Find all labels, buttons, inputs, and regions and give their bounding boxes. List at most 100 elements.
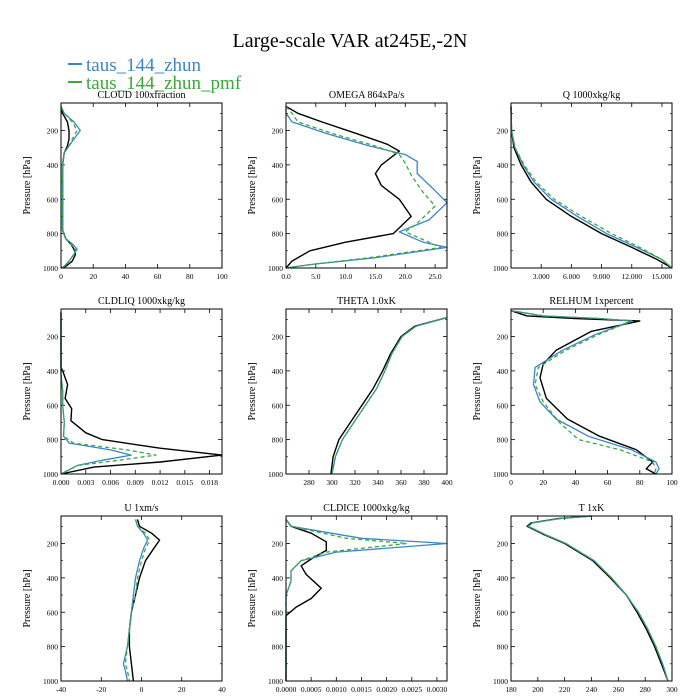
y-tick-label: 800 [497,643,509,652]
y-tick-label: 200 [497,540,509,549]
x-tick-label: 320 [349,478,361,487]
series-line [510,310,657,475]
series-line [510,310,657,475]
x-tick-label: 9.000 [593,272,610,281]
series-line [285,518,327,681]
plot-frame [510,308,673,475]
series-line [527,515,669,682]
series-line [124,519,151,682]
y-tick-label: 400 [47,574,59,583]
x-tick-label: 0.0010 [326,685,347,694]
x-tick-label: 0.0 [281,272,291,281]
series-line [510,106,673,269]
x-tick-label: 280 [640,685,652,694]
y-axis-label: Pressure [hPa] [22,156,33,214]
chart-panel: CLOUD 100xfraction Pressure [hPa] 0 20 40 60 8… [22,90,228,281]
plot-frame [285,308,448,475]
legend-item: taus_144_zhun [68,56,201,76]
y-tick-label: 200 [272,333,284,342]
y-tick-label: 1000 [43,470,58,479]
x-tick-label: 12.000 [621,272,642,281]
y-axis-label: Pressure [hPa] [472,569,483,627]
x-tick-label: 60 [604,478,612,487]
x-tick-label: -20 [96,685,106,694]
x-tick-label: 6.000 [563,272,580,281]
y-tick-label: 1000 [43,264,58,273]
series-line [128,519,161,682]
x-tick-label: 0.0000 [276,685,297,694]
chart-panel: CLDLIQ 1000xkg/kg Pressure [hPa] 0.000 0.00… [22,296,223,487]
x-tick-label: 0.0025 [401,685,422,694]
y-tick-label: 600 [497,608,509,617]
series-line [526,515,669,682]
x-tick-label: 0 [509,478,513,487]
x-tick-label: 15.0 [369,272,382,281]
chart-panel: THETA 1.0xK Pressure [hPa] 280 300 320 340 360… [247,296,453,487]
y-tick-label: 200 [272,540,284,549]
x-tick-label: 60 [154,272,162,281]
y-axis-label: Pressure [hPa] [22,362,33,420]
y-tick-label: 400 [497,574,509,583]
x-tick-label: 80 [186,272,194,281]
y-tick-label: 400 [47,367,59,376]
chart-panel: Q 1000xkg/kg Pressure [hPa] 3.000 6.000 9.00… [472,90,673,281]
x-tick-label: 100 [666,478,678,487]
y-tick-label: 800 [272,436,284,445]
x-tick-label: 0.0030 [427,685,448,694]
series-line [285,105,442,269]
series-line [510,106,673,269]
x-tick-label: 20 [89,272,97,281]
x-tick-label: 40 [572,478,580,487]
x-tick-label: 0.000 [53,478,70,487]
y-tick-label: 200 [272,127,284,136]
y-tick-label: 600 [272,195,284,204]
y-tick-label: 600 [47,608,59,617]
x-tick-label: 0.0015 [351,685,372,694]
plot-frame [510,102,673,269]
x-tick-label: 340 [372,478,384,487]
chart-title: CLDLIQ 1000xkg/kg [98,296,185,307]
chart-panel: U 1xm/s Pressure [hPa] -40 -20 0 20 40 200 400 60… [22,503,226,694]
chart-title: OMEGA 864xPa/s [329,90,404,101]
x-tick-label: 20.0 [399,272,412,281]
series-line [285,106,448,269]
y-tick-label: 400 [497,367,509,376]
y-axis-label: Pressure [hPa] [247,569,258,627]
series-line [331,316,448,475]
x-tick-label: 0.015 [176,478,193,487]
y-tick-label: 800 [272,643,284,652]
y-tick-label: 1000 [268,470,283,479]
x-tick-label: 40 [218,685,226,694]
x-tick-label: 0.012 [152,478,169,487]
x-tick-label: 0.0005 [301,685,322,694]
y-tick-label: 1000 [43,677,58,686]
legend-swatch-green [68,80,82,83]
x-tick-label: 100 [216,272,228,281]
series-line [285,519,408,681]
plot-frame [60,102,223,269]
legend-item: taus_144_zhun_pmf [68,74,241,94]
x-tick-label: 0.0020 [376,685,397,694]
y-tick-label: 600 [47,195,59,204]
chart-title: THETA 1.0xK [337,296,396,307]
y-tick-label: 1000 [493,470,508,479]
x-tick-label: 220 [559,685,571,694]
x-tick-label: 20 [539,478,547,487]
y-axis-label: Pressure [hPa] [472,156,483,214]
x-tick-label: 10.0 [339,272,352,281]
x-tick-label: 0.009 [127,478,144,487]
y-tick-label: 800 [272,230,284,239]
x-tick-label: 25.0 [429,272,442,281]
y-tick-label: 600 [497,195,509,204]
series-line [527,515,669,682]
y-tick-label: 800 [497,436,509,445]
y-tick-label: 200 [47,540,59,549]
y-tick-label: 800 [497,230,509,239]
plot-frame [510,515,673,682]
series-line [285,519,448,681]
legend-swatch-blue [68,62,82,65]
series-line [122,519,149,682]
y-tick-label: 800 [47,643,59,652]
series-line [60,106,78,269]
